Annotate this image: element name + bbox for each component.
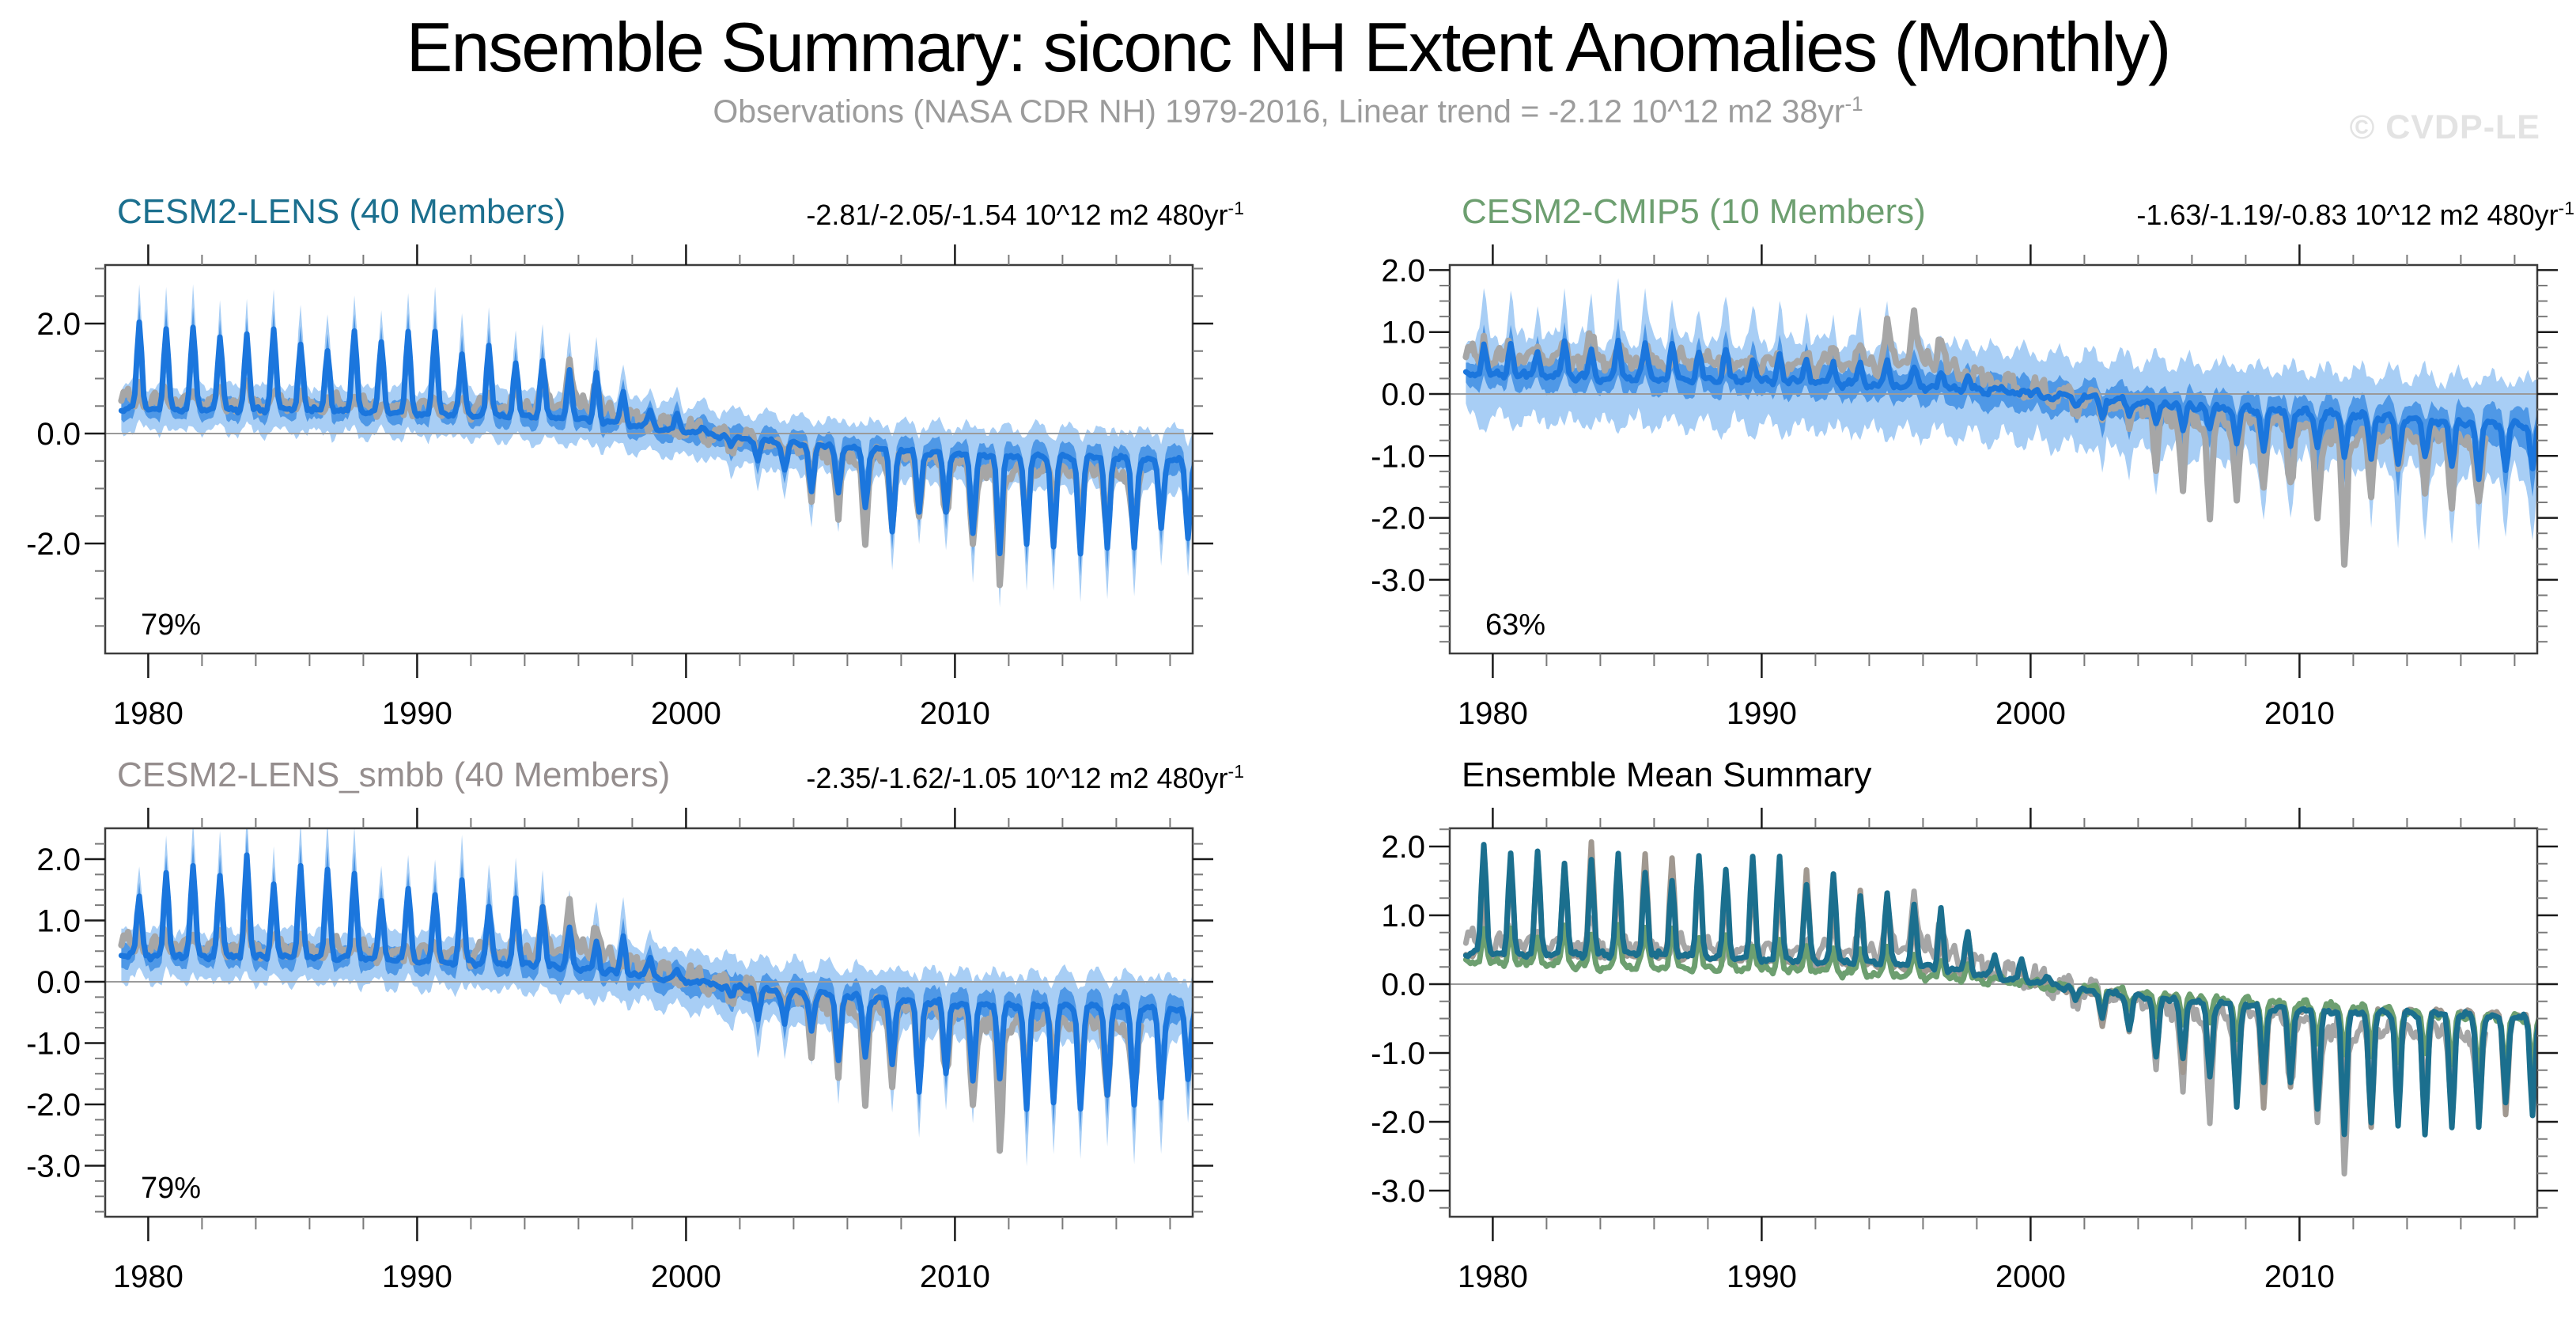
y-tick-label: -2.0 xyxy=(1371,1105,1425,1140)
cvdp-watermark: © CVDP-LE xyxy=(2349,108,2540,146)
y-tick-label: 1.0 xyxy=(36,904,81,939)
series-line-lens_mean xyxy=(118,319,1193,557)
series-line-cmip5_mean xyxy=(1462,337,2537,483)
tick-marks: 2.0 1.0 0.0 -1.0 -2.0 -3.0 1980 1990 2000 2010 xyxy=(1371,808,2558,1294)
y-tick-label: 0.0 xyxy=(36,965,81,1000)
y-tick-label: 1.0 xyxy=(1381,899,1425,934)
panel-plot-cesm2-lens-smbb: 2.0 1.0 0.0 -1.0 -2.0 -3.0 1980 1990 2000 2010 xyxy=(26,808,1213,1294)
pct-label-cesm2-cmip5: 63% xyxy=(1485,608,1546,642)
panel-plot-cesm2-lens: 2.0 0.0 -2.0 1980 1990 2000 2010 xyxy=(26,244,1213,731)
plot-frame xyxy=(104,263,1194,655)
y-tick-label: -2.0 xyxy=(1371,502,1425,536)
ensemble-range-band xyxy=(1466,278,2537,551)
panel-title-cesm2-lens: CESM2-LENS (40 Members) xyxy=(117,192,566,231)
trend-text-cesm2-lens: -2.81/-2.05/-1.54 10^12 m2 480yr xyxy=(806,199,1228,231)
tick-marks: 2.0 0.0 -2.0 1980 1990 2000 2010 xyxy=(26,244,1213,731)
x-tick-label: 1990 xyxy=(1727,696,1797,731)
x-tick-label: 1980 xyxy=(113,1259,183,1294)
plot-frame xyxy=(1448,827,2539,1218)
y-tick-label: -2.0 xyxy=(26,527,81,562)
plot-frame xyxy=(1448,263,2539,655)
trend-exponent-cesm2-lens-smbb: -1 xyxy=(1227,761,1244,782)
trend-label-cesm2-cmip5: -1.63/-1.19/-0.83 10^12 m2 480yr-1 xyxy=(2136,199,2574,229)
ensemble-range-band xyxy=(121,284,1193,608)
series-line-lens_mean xyxy=(1462,842,2537,1138)
panel-title-cesm2-cmip5: CESM2-CMIP5 (10 Members) xyxy=(1462,192,1926,231)
x-tick-label: 2000 xyxy=(1995,1259,2066,1294)
panel-title-cesm2-lens-smbb: CESM2-LENS_smbb (40 Members) xyxy=(117,756,671,794)
y-tick-label: 0.0 xyxy=(1381,968,1425,1002)
y-tick-label: 1.0 xyxy=(1381,316,1425,350)
y-tick-label: -1.0 xyxy=(1371,439,1425,474)
x-tick-label: 1980 xyxy=(1458,696,1528,731)
y-tick-label: 2.0 xyxy=(1381,253,1425,288)
x-tick-label: 2010 xyxy=(920,696,990,731)
trend-text-cesm2-lens-smbb: -2.35/-1.62/-1.05 10^12 m2 480yr xyxy=(806,762,1228,794)
figure-subtitle: Observations (NASA CDR NH) 1979-2016, Li… xyxy=(0,93,2576,128)
x-tick-label: 2000 xyxy=(1995,696,2066,731)
x-tick-label: 2010 xyxy=(2264,1259,2335,1294)
trend-label-cesm2-lens-smbb: -2.35/-1.62/-1.05 10^12 m2 480yr-1 xyxy=(806,763,1244,793)
y-tick-label: 0.0 xyxy=(36,417,81,452)
y-tick-label: 0.0 xyxy=(1381,377,1425,412)
pct-label-cesm2-lens: 79% xyxy=(141,608,202,642)
series-line-obs xyxy=(118,896,1144,1154)
y-tick-label: -1.0 xyxy=(26,1027,81,1062)
x-tick-label: 2010 xyxy=(2264,696,2335,731)
y-tick-label: 2.0 xyxy=(36,843,81,877)
trend-exponent-cesm2-lens: -1 xyxy=(1227,198,1244,218)
x-tick-label: 1980 xyxy=(113,696,183,731)
y-tick-label: -2.0 xyxy=(26,1088,81,1123)
series-line-smbb_mean xyxy=(118,852,1193,1112)
trend-exponent-cesm2-cmip5: -1 xyxy=(2558,198,2574,218)
y-tick-label: -3.0 xyxy=(26,1149,81,1184)
figure-subtitle-exponent: -1 xyxy=(1844,92,1863,116)
trend-label-cesm2-lens: -2.81/-2.05/-1.54 10^12 m2 480yr-1 xyxy=(806,199,1244,229)
figure-title: Ensemble Summary: siconc NH Extent Anoma… xyxy=(406,8,2172,86)
pct-label-cesm2-lens-smbb: 79% xyxy=(141,1172,202,1205)
x-tick-label: 2000 xyxy=(651,696,721,731)
ensemble-interquartile-band xyxy=(1466,318,2537,508)
tick-marks: 2.0 1.0 0.0 -1.0 -2.0 -3.0 1980 1990 2000 2010 xyxy=(1371,244,2558,731)
ensemble-range-band xyxy=(121,828,1193,1167)
panel-plot-cesm2-cmip5: 2.0 1.0 0.0 -1.0 -2.0 -3.0 1980 1990 2000 2010 xyxy=(1371,244,2558,731)
plot-frame xyxy=(104,827,1194,1218)
y-tick-label: -3.0 xyxy=(1371,1174,1425,1209)
panel-plot-ensemble-mean-summary: 2.0 1.0 0.0 -1.0 -2.0 -3.0 1980 1990 2000 2010 xyxy=(1371,808,2558,1294)
trend-text-cesm2-cmip5: -1.63/-1.19/-0.83 10^12 m2 480yr xyxy=(2136,199,2559,231)
ensemble-interquartile-band xyxy=(121,833,1193,1136)
panel-title-ensemble-mean-summary: Ensemble Mean Summary xyxy=(1462,756,1872,794)
y-tick-label: 2.0 xyxy=(36,307,81,342)
x-tick-label: 2010 xyxy=(920,1259,990,1294)
y-tick-label: -1.0 xyxy=(1371,1036,1425,1071)
y-tick-label: 2.0 xyxy=(1381,830,1425,865)
x-tick-label: 1990 xyxy=(382,1259,452,1294)
series-line-obs xyxy=(1462,307,2489,568)
figure-subtitle-text: Observations (NASA CDR NH) 1979-2016, Li… xyxy=(713,93,1845,130)
x-tick-label: 2000 xyxy=(651,1259,721,1294)
y-tick-label: -3.0 xyxy=(1371,563,1425,598)
x-tick-label: 1990 xyxy=(1727,1259,1797,1294)
x-tick-label: 1980 xyxy=(1458,1259,1528,1294)
series-line-obs xyxy=(118,356,1144,589)
x-tick-label: 1990 xyxy=(382,696,452,731)
tick-marks: 2.0 1.0 0.0 -1.0 -2.0 -3.0 1980 1990 2000 2010 xyxy=(26,808,1213,1294)
